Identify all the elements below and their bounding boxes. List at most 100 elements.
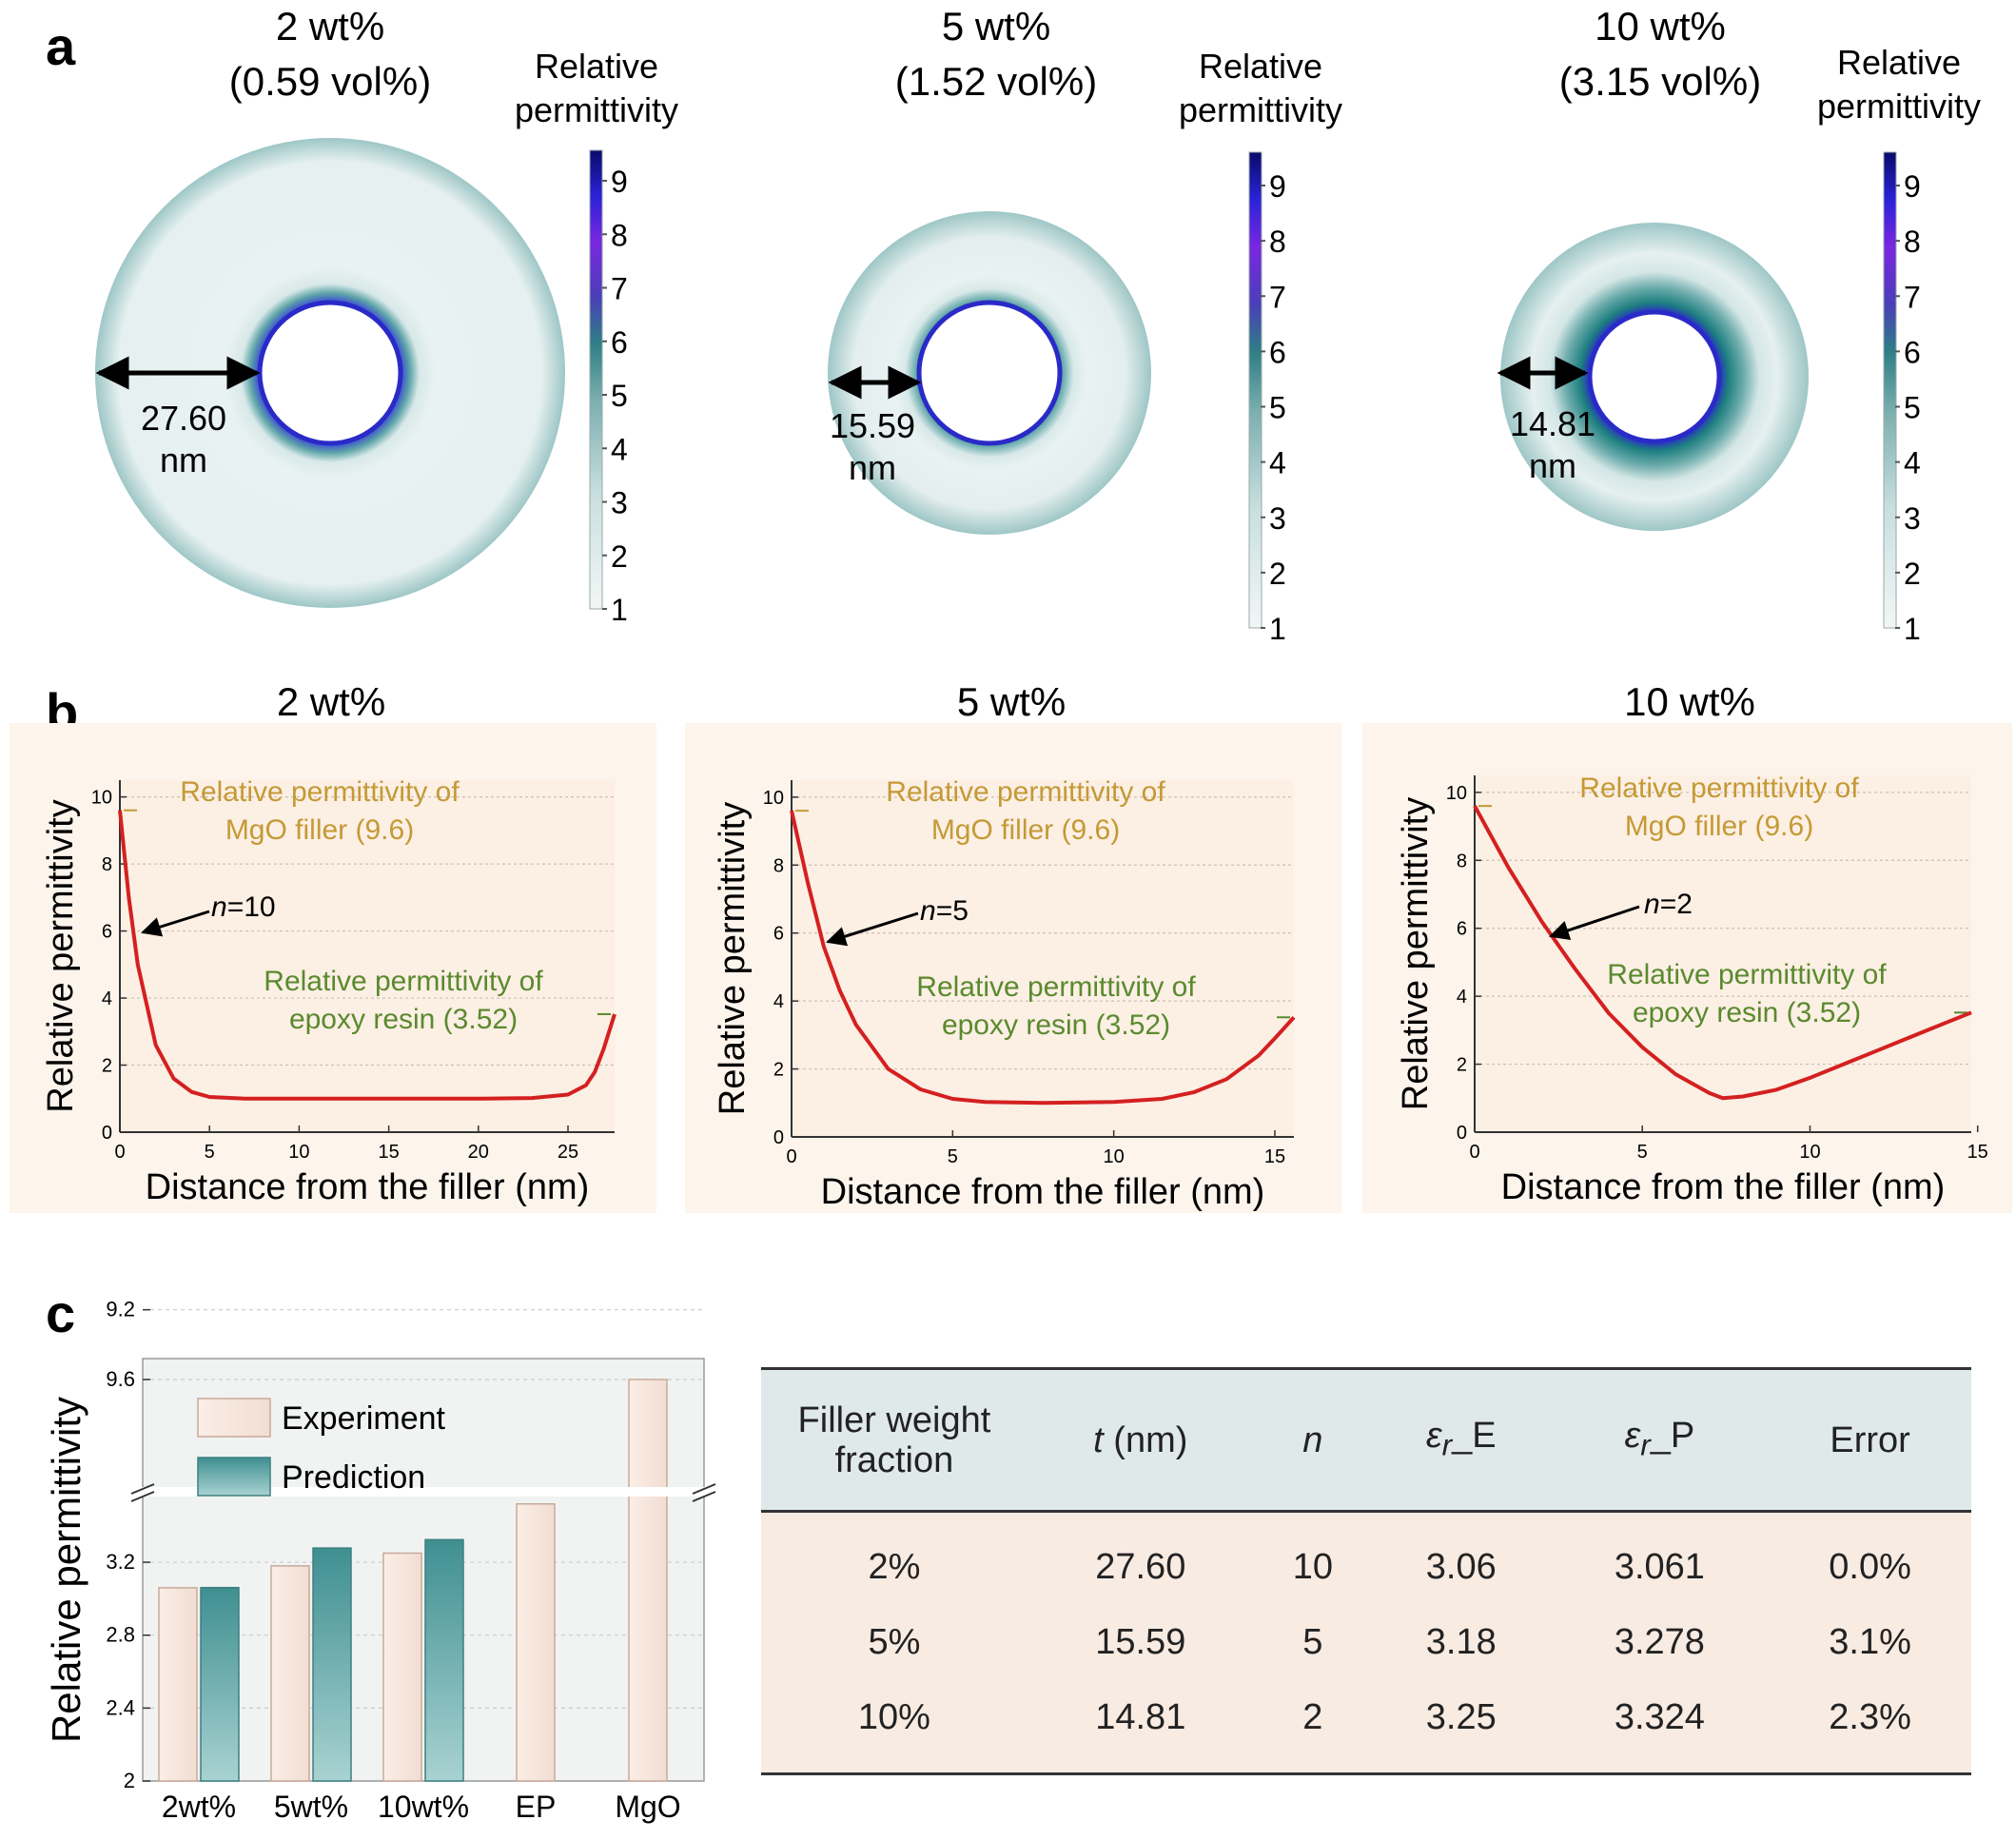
axis-break-mark: [692, 1483, 716, 1495]
table-row: 10% 14.81 2 3.25 3.324 2.3%: [761, 1686, 1971, 1774]
table-row: 5% 15.59 5 3.18 3.278 3.1%: [761, 1598, 1971, 1687]
header-t-unit: (nm): [1103, 1419, 1188, 1460]
cell-fraction: 2%: [868, 1546, 921, 1587]
plot-area: [792, 780, 1294, 1137]
thickness-unit: nm: [1529, 446, 1576, 485]
n-label: n=5: [920, 895, 969, 927]
x-tick-label: 0: [114, 1142, 125, 1163]
cell-n: 5: [1302, 1622, 1323, 1662]
colorbar-tick-label: 6: [1269, 335, 1286, 369]
mgo-annotation: Relative permittivity of: [886, 776, 1165, 808]
y-tick-label: 6: [1457, 919, 1467, 940]
line-chart-2: 5 wt% 0 2 4 6 8 10 0 5 10 15 Distance from the fill…: [685, 679, 1341, 1213]
cell-n: 10: [1292, 1546, 1334, 1587]
header-n: n: [1254, 1369, 1372, 1512]
colorbar-tick-label: 7: [1904, 280, 1921, 314]
epoxy-annotation: epoxy resin (3.52): [289, 1004, 518, 1035]
results-table: Filler weight fraction t (nm) n εr_E εr_…: [761, 1367, 1971, 1775]
colorbar-tick-label: 2: [611, 539, 628, 574]
y-tick-label: 2: [124, 1769, 135, 1792]
header-eps-e-var: ε: [1425, 1415, 1442, 1456]
colorbar-title: permittivity: [1817, 87, 1981, 126]
colorbar-tick-label: 5: [1269, 391, 1286, 425]
thickness-unit: nm: [160, 440, 207, 480]
x-tick-label: 15: [1967, 1142, 1988, 1163]
cell-fraction: 5%: [868, 1622, 921, 1662]
x-tick-label: 15: [1264, 1146, 1285, 1167]
panel-a-1: 2 wt% (0.59 vol%) 27.60 nm Relative perm…: [95, 4, 678, 627]
y-tick-label: 8: [1457, 851, 1467, 871]
colorbar-title: permittivity: [515, 90, 678, 129]
colorbar: [1883, 151, 1897, 629]
colorbar-tick-label: 1: [1269, 612, 1286, 646]
axis-break-mark: [130, 1491, 155, 1502]
bar-break-gap: [627, 1487, 669, 1497]
x-tick-label: 25: [558, 1142, 578, 1163]
x-tick-label: 20: [468, 1142, 489, 1163]
panel-a-2: 5 wt% (1.52 vol%) 15.59 nm Relative perm…: [828, 4, 1342, 646]
y-axis-label: Relative permittivity: [41, 799, 81, 1112]
x-axis-label: Distance from the filler (nm): [146, 1167, 590, 1207]
n-arrow: [825, 911, 919, 947]
mgo-filler: [1587, 309, 1722, 444]
header-t-var: t: [1093, 1419, 1104, 1460]
n-arrow: [140, 910, 210, 937]
header-fraction-line2: fraction: [834, 1439, 954, 1480]
panel-a-title-vol: (0.59 vol%): [229, 59, 431, 104]
panel-label-a: a: [46, 16, 76, 76]
panel-a-title-vol: (1.52 vol%): [895, 59, 1097, 104]
thickness-unit: nm: [849, 448, 896, 487]
y-tick-label: 8: [102, 854, 112, 875]
header-fraction-line1: Filler weight: [797, 1400, 991, 1440]
cell-fraction: 10%: [857, 1697, 930, 1738]
epoxy-annotation: Relative permittivity of: [264, 966, 543, 997]
header-eps-e: εr_E: [1372, 1369, 1551, 1512]
y-tick-label: 0: [1457, 1123, 1467, 1144]
n-arrow: [1549, 905, 1640, 940]
x-axis-label: Distance from the filler (nm): [821, 1172, 1265, 1212]
colorbar-tick-label: 6: [611, 325, 628, 360]
panel-c-bar-chart: 2 2.4 2.8 3.2 9.2 9.6 2wt% 5wt% 10wt% EP MgO Relati…: [44, 1298, 716, 1824]
legend-swatch-experiment: [197, 1398, 271, 1438]
y-axis-label: Relative permittivity: [713, 802, 753, 1115]
colorbar-tick-label: 8: [611, 218, 628, 252]
colorbar-tick-label: 8: [1904, 225, 1921, 259]
table-header-row: Filler weight fraction t (nm) n εr_E εr_…: [761, 1368, 1971, 1512]
permittivity-curve: [790, 810, 1296, 1106]
permittivity-curve: [118, 810, 617, 1101]
colorbar-tick-label: 5: [611, 379, 628, 413]
panel-a-title-wt: 5 wt%: [942, 4, 1050, 49]
cell-thickness: 27.60: [1095, 1546, 1186, 1587]
header-error: Error: [1830, 1419, 1910, 1460]
axis-break-mark: [692, 1491, 716, 1502]
x-tick-label: 0: [1469, 1142, 1479, 1163]
cell-error: 0.0%: [1829, 1546, 1911, 1587]
y-axis-label: Relative permittivity: [44, 1397, 88, 1743]
mgo-filler: [257, 300, 403, 446]
colorbar-tick-label: 9: [1904, 169, 1921, 204]
bar-experiment: [158, 1587, 198, 1782]
epoxy-annotation: Relative permittivity of: [916, 971, 1196, 1003]
x-tick-label: 5wt%: [274, 1790, 348, 1824]
epoxy-annotation: epoxy resin (3.52): [942, 1009, 1170, 1041]
x-tick-label: 5: [205, 1142, 215, 1163]
cell-eps-e: 3.06: [1425, 1546, 1497, 1587]
cell-error: 3.1%: [1829, 1622, 1911, 1662]
y-tick-label: 10: [1446, 783, 1467, 804]
mgo-annotation: MgO filler (9.6): [931, 814, 1120, 846]
y-tick-label: 6: [102, 922, 112, 943]
panel-a-title-vol: (3.15 vol%): [1559, 59, 1761, 104]
chart-title: 2 wt%: [277, 679, 385, 724]
panel-label-c: c: [46, 1283, 75, 1343]
cell-thickness: 14.81: [1095, 1697, 1186, 1738]
header-thickness: t (nm): [1028, 1369, 1254, 1512]
y-axis-label: Relative permittivity: [1396, 797, 1436, 1110]
mgo-annotation: MgO filler (9.6): [1625, 811, 1813, 842]
epoxy-annotation: Relative permittivity of: [1607, 959, 1887, 990]
cell-error: 2.3%: [1829, 1697, 1911, 1738]
bar-experiment: [270, 1565, 310, 1782]
colorbar-tick-label: 3: [1904, 501, 1921, 536]
axis-break-mark: [130, 1483, 155, 1495]
header-fraction: Filler weight fraction: [761, 1369, 1028, 1512]
